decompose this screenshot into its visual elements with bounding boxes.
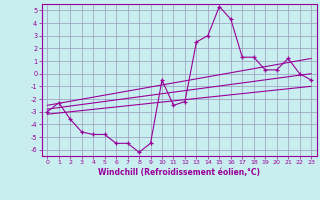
X-axis label: Windchill (Refroidissement éolien,°C): Windchill (Refroidissement éolien,°C): [98, 168, 260, 177]
